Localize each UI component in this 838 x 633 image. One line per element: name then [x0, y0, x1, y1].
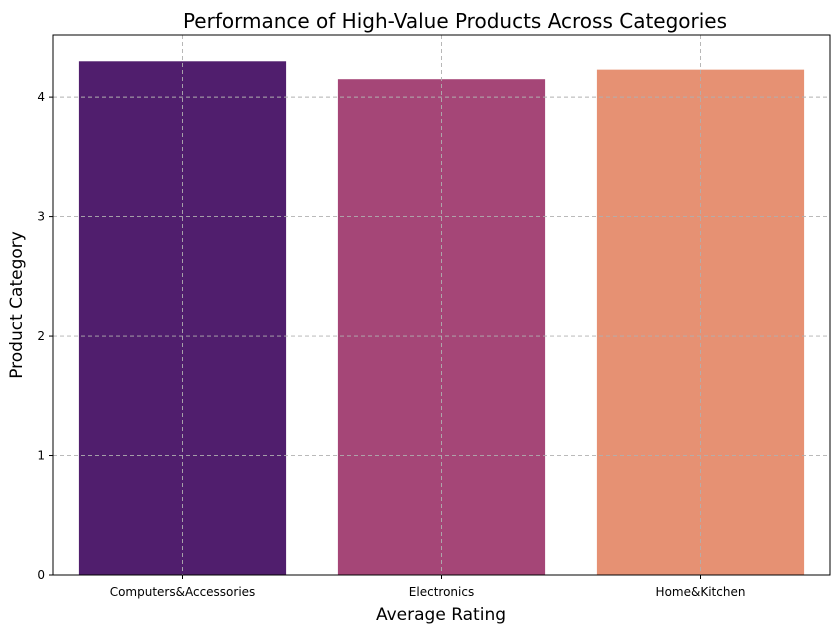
y-axis: 0 1 2 3 4 [37, 90, 53, 582]
x-axis-label: Average Rating [376, 605, 506, 625]
chart-title: Performance of High-Value Products Acros… [183, 9, 727, 33]
y-tick-label: 3 [37, 210, 45, 224]
y-tick-label: 2 [37, 329, 45, 343]
x-axis: Computers&Accessories Electronics Home&Kit… [110, 575, 746, 599]
y-tick-label: 1 [37, 449, 45, 463]
x-tick-label: Home&Kitchen [656, 585, 746, 599]
grid-layer [53, 35, 830, 575]
y-tick-label: 0 [37, 568, 45, 582]
x-tick-label: Electronics [409, 585, 474, 599]
y-tick-label: 4 [37, 90, 45, 104]
x-tick-label: Computers&Accessories [110, 585, 256, 599]
plot-area: 0 1 2 3 4 Computers&Accessories Electronics Ho… [37, 34, 831, 599]
y-axis-label: Product Category [7, 231, 27, 379]
